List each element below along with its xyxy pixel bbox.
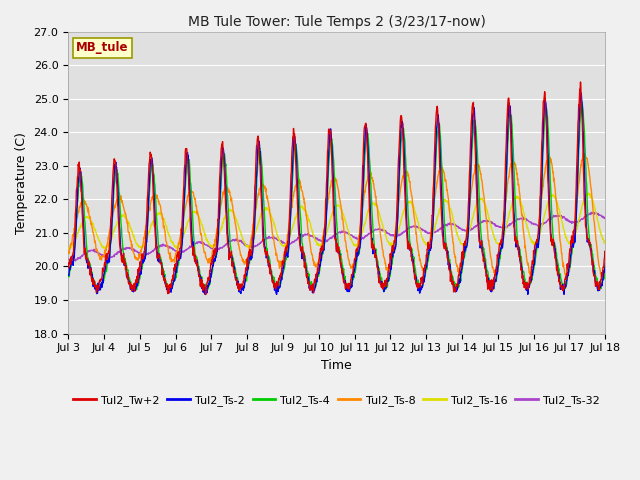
X-axis label: Time: Time [321,359,352,372]
Text: MB_tule: MB_tule [76,41,129,54]
Y-axis label: Temperature (C): Temperature (C) [15,132,28,234]
Legend: Tul2_Tw+2, Tul2_Ts-2, Tul2_Ts-4, Tul2_Ts-8, Tul2_Ts-16, Tul2_Ts-32: Tul2_Tw+2, Tul2_Ts-2, Tul2_Ts-4, Tul2_Ts… [69,391,604,410]
Title: MB Tule Tower: Tule Temps 2 (3/23/17-now): MB Tule Tower: Tule Temps 2 (3/23/17-now… [188,15,486,29]
